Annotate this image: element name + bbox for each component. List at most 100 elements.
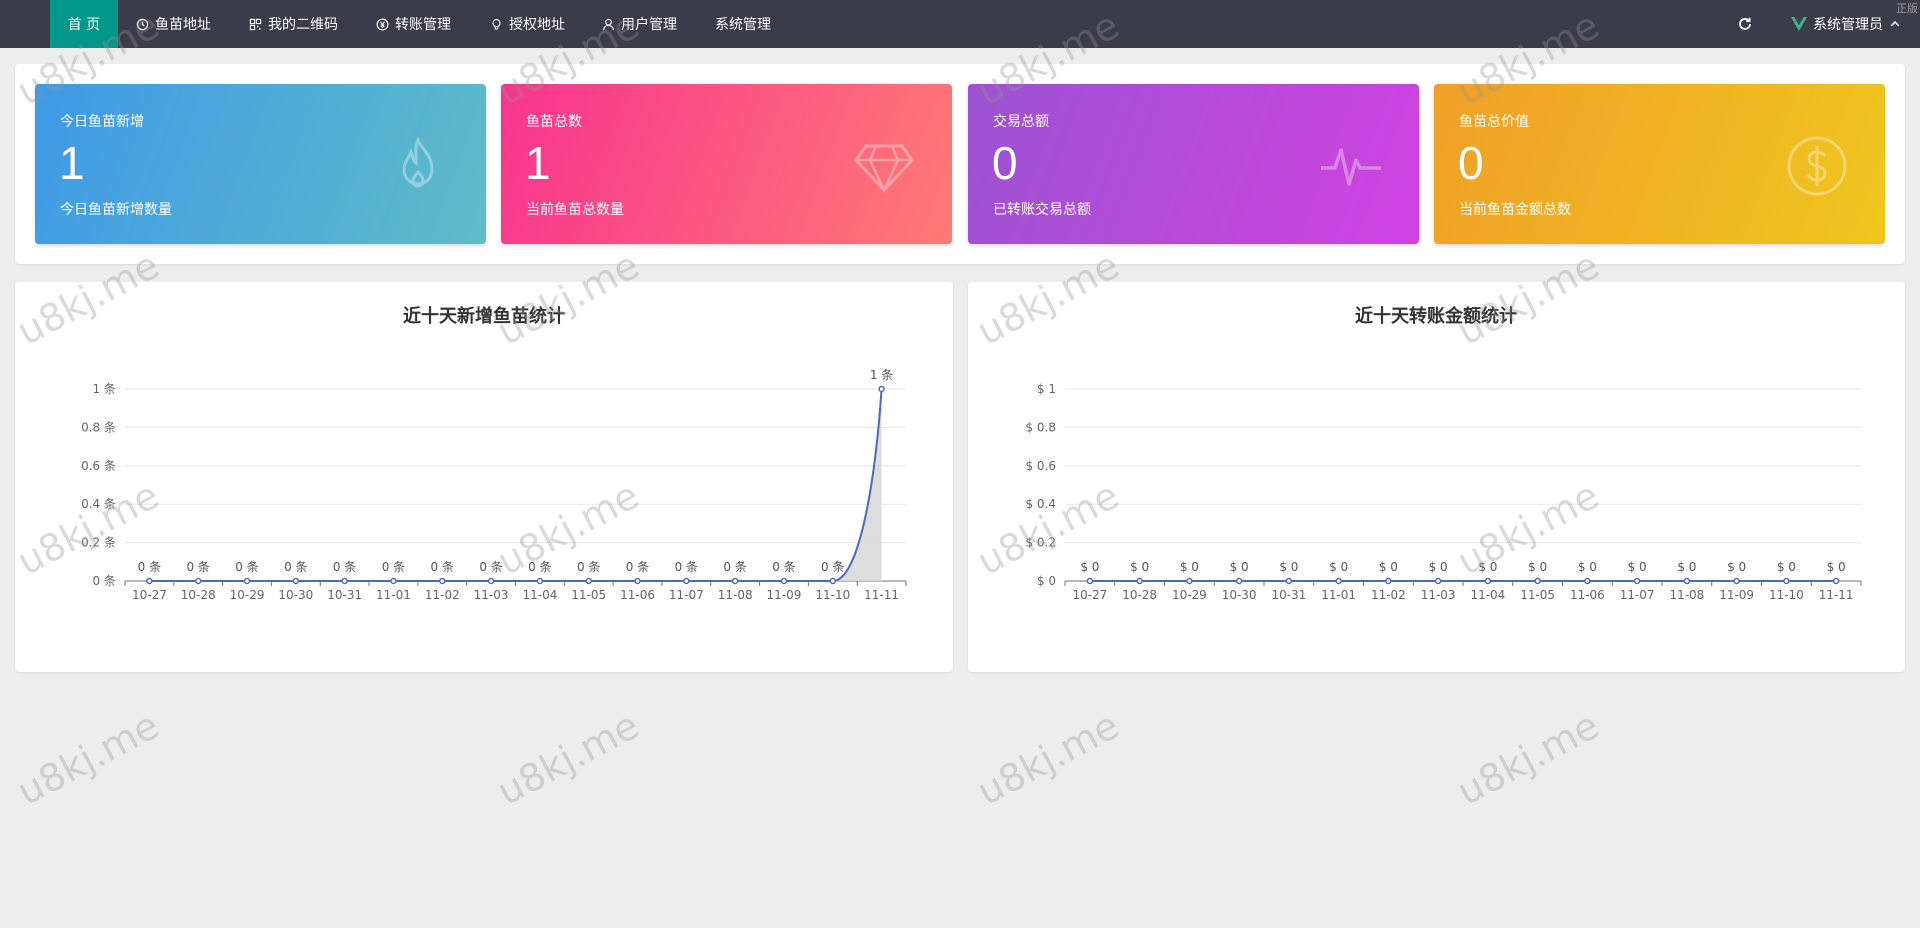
data-point[interactable]: [341, 577, 348, 585]
data-label: $ 0: [1478, 560, 1497, 574]
data-label: 0 条: [577, 560, 600, 574]
data-label: $ 0: [1528, 560, 1547, 574]
nav-fish-address-label: 鱼苗地址: [155, 17, 211, 33]
data-point[interactable]: [1385, 577, 1392, 585]
x-tick-label: 11-07: [669, 588, 704, 602]
corner-tag: 正版: [1896, 2, 1918, 15]
data-point[interactable]: [1783, 577, 1790, 585]
stat-title: 交易总额: [993, 114, 1049, 130]
data-point[interactable]: [634, 577, 641, 585]
x-tick-label: 10-31: [327, 588, 362, 602]
data-point[interactable]: [1086, 577, 1094, 585]
data-label: $ 0: [1180, 560, 1199, 574]
stat-card-total-fish: 鱼苗总数 1 当前鱼苗总数量: [501, 84, 952, 244]
data-point[interactable]: [780, 577, 788, 585]
data-point[interactable]: [146, 577, 153, 585]
data-label: 0 条: [675, 560, 698, 574]
x-tick-label: 11-11: [1819, 588, 1854, 602]
data-label: 0 条: [235, 560, 258, 574]
nav-authorize[interactable]: 授权地址: [490, 0, 565, 48]
stat-value: 0: [1458, 137, 1484, 189]
data-label: $ 0: [1827, 560, 1846, 574]
data-label: 0 条: [333, 560, 356, 574]
nav-qrcode-label: 我的二维码: [268, 17, 338, 33]
data-label: 0 条: [821, 560, 844, 574]
x-tick-label: 10-27: [1072, 588, 1107, 602]
data-point[interactable]: [683, 577, 690, 585]
nav-system-label: 系统管理: [715, 17, 771, 33]
stat-title: 鱼苗总价值: [1459, 114, 1529, 130]
pulse-icon: [1321, 148, 1381, 186]
y-tick-label: 0.2 条: [81, 536, 116, 550]
x-tick-label: 10-30: [1222, 588, 1257, 602]
x-tick-label: 11-06: [620, 588, 655, 602]
x-tick-label: 10-30: [278, 588, 313, 602]
data-point[interactable]: [1832, 577, 1840, 585]
y-tick-label: $ 0.8: [1025, 420, 1056, 434]
x-tick-label: 11-11: [864, 588, 899, 602]
user-menu[interactable]: 系统管理员: [1791, 0, 1901, 48]
y-tick-label: $ 0.6: [1025, 459, 1056, 473]
y-tick-label: 1 条: [93, 382, 116, 396]
data-point[interactable]: [1484, 577, 1492, 585]
nav-transfer[interactable]: 转账管理: [376, 0, 451, 48]
stat-value: 1: [525, 137, 551, 189]
chart-title-new-fish: 近十天新增鱼苗统计: [403, 306, 565, 327]
data-point[interactable]: [1434, 577, 1442, 585]
refresh-button[interactable]: [1737, 0, 1753, 48]
data-label: $ 0: [1677, 560, 1696, 574]
data-point[interactable]: [829, 577, 837, 585]
x-tick-label: 10-29: [1172, 588, 1207, 602]
top-nav: 首 页 鱼苗地址 我的二维码 转账管理 授权地址 用户管理 系统管理 系统管理员…: [0, 0, 1920, 48]
clock-icon: [136, 18, 149, 30]
data-label: $ 0: [1230, 560, 1249, 574]
data-point[interactable]: [390, 577, 397, 585]
y-tick-label: $ 0.4: [1025, 497, 1056, 511]
data-label: $ 0: [1727, 560, 1746, 574]
data-point[interactable]: [585, 577, 592, 585]
data-point[interactable]: [439, 577, 446, 585]
x-tick-label: 11-10: [1769, 588, 1804, 602]
data-point[interactable]: [1235, 577, 1243, 585]
x-tick-label: 11-10: [815, 588, 850, 602]
nav-qrcode[interactable]: 我的二维码: [249, 0, 338, 48]
x-tick-label: 10-29: [230, 588, 265, 602]
data-point[interactable]: [536, 577, 544, 585]
data-point[interactable]: [292, 577, 300, 585]
data-label: $ 0: [1329, 560, 1348, 574]
nav-fish-address[interactable]: 鱼苗地址: [136, 0, 211, 48]
x-tick-label: 11-02: [425, 588, 460, 602]
data-point[interactable]: [1186, 577, 1193, 585]
y-tick-label: 0 条: [93, 574, 116, 588]
data-point[interactable]: [487, 577, 495, 585]
data-point[interactable]: [731, 577, 739, 585]
data-point[interactable]: [878, 385, 885, 393]
data-label: 0 条: [626, 560, 649, 574]
data-point[interactable]: [1633, 577, 1641, 585]
data-point[interactable]: [1136, 577, 1143, 585]
x-tick-label: 11-08: [718, 588, 753, 602]
nav-users[interactable]: 用户管理: [602, 0, 677, 48]
nav-system[interactable]: 系统管理: [715, 0, 771, 48]
dollar-icon: [1787, 136, 1847, 196]
data-point[interactable]: [1534, 577, 1541, 585]
data-label: 0 条: [284, 560, 307, 574]
x-tick-label: 11-08: [1669, 588, 1704, 602]
stat-card-total-value: 鱼苗总价值 0 当前鱼苗金额总数: [1434, 84, 1885, 244]
data-point[interactable]: [1683, 577, 1691, 585]
user-menu-label: 系统管理员: [1813, 17, 1883, 33]
data-label: 0 条: [723, 560, 746, 574]
chart-title-transfer: 近十天转账金额统计: [1355, 306, 1517, 327]
data-point[interactable]: [1733, 577, 1740, 585]
refresh-icon: [1739, 17, 1751, 30]
x-tick-label: 11-09: [767, 588, 802, 602]
nav-home[interactable]: 首 页: [50, 0, 118, 48]
y-tick-label: $ 1: [1037, 382, 1056, 396]
data-point[interactable]: [243, 577, 251, 585]
data-label: 0 条: [382, 560, 405, 574]
stat-value: 1: [59, 137, 85, 189]
data-point[interactable]: [1335, 577, 1342, 585]
data-point[interactable]: [194, 577, 202, 585]
data-point[interactable]: [1584, 577, 1591, 585]
data-point[interactable]: [1285, 577, 1293, 585]
